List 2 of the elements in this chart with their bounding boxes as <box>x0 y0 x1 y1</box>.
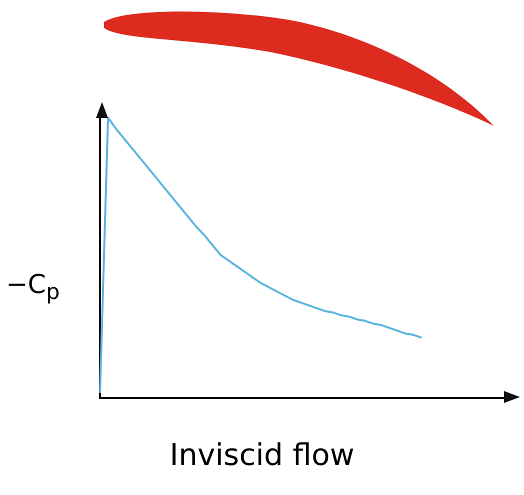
y-axis-title: −C$_{p}$ <box>6 270 60 306</box>
text: Inviscid flow <box>168 438 356 473</box>
